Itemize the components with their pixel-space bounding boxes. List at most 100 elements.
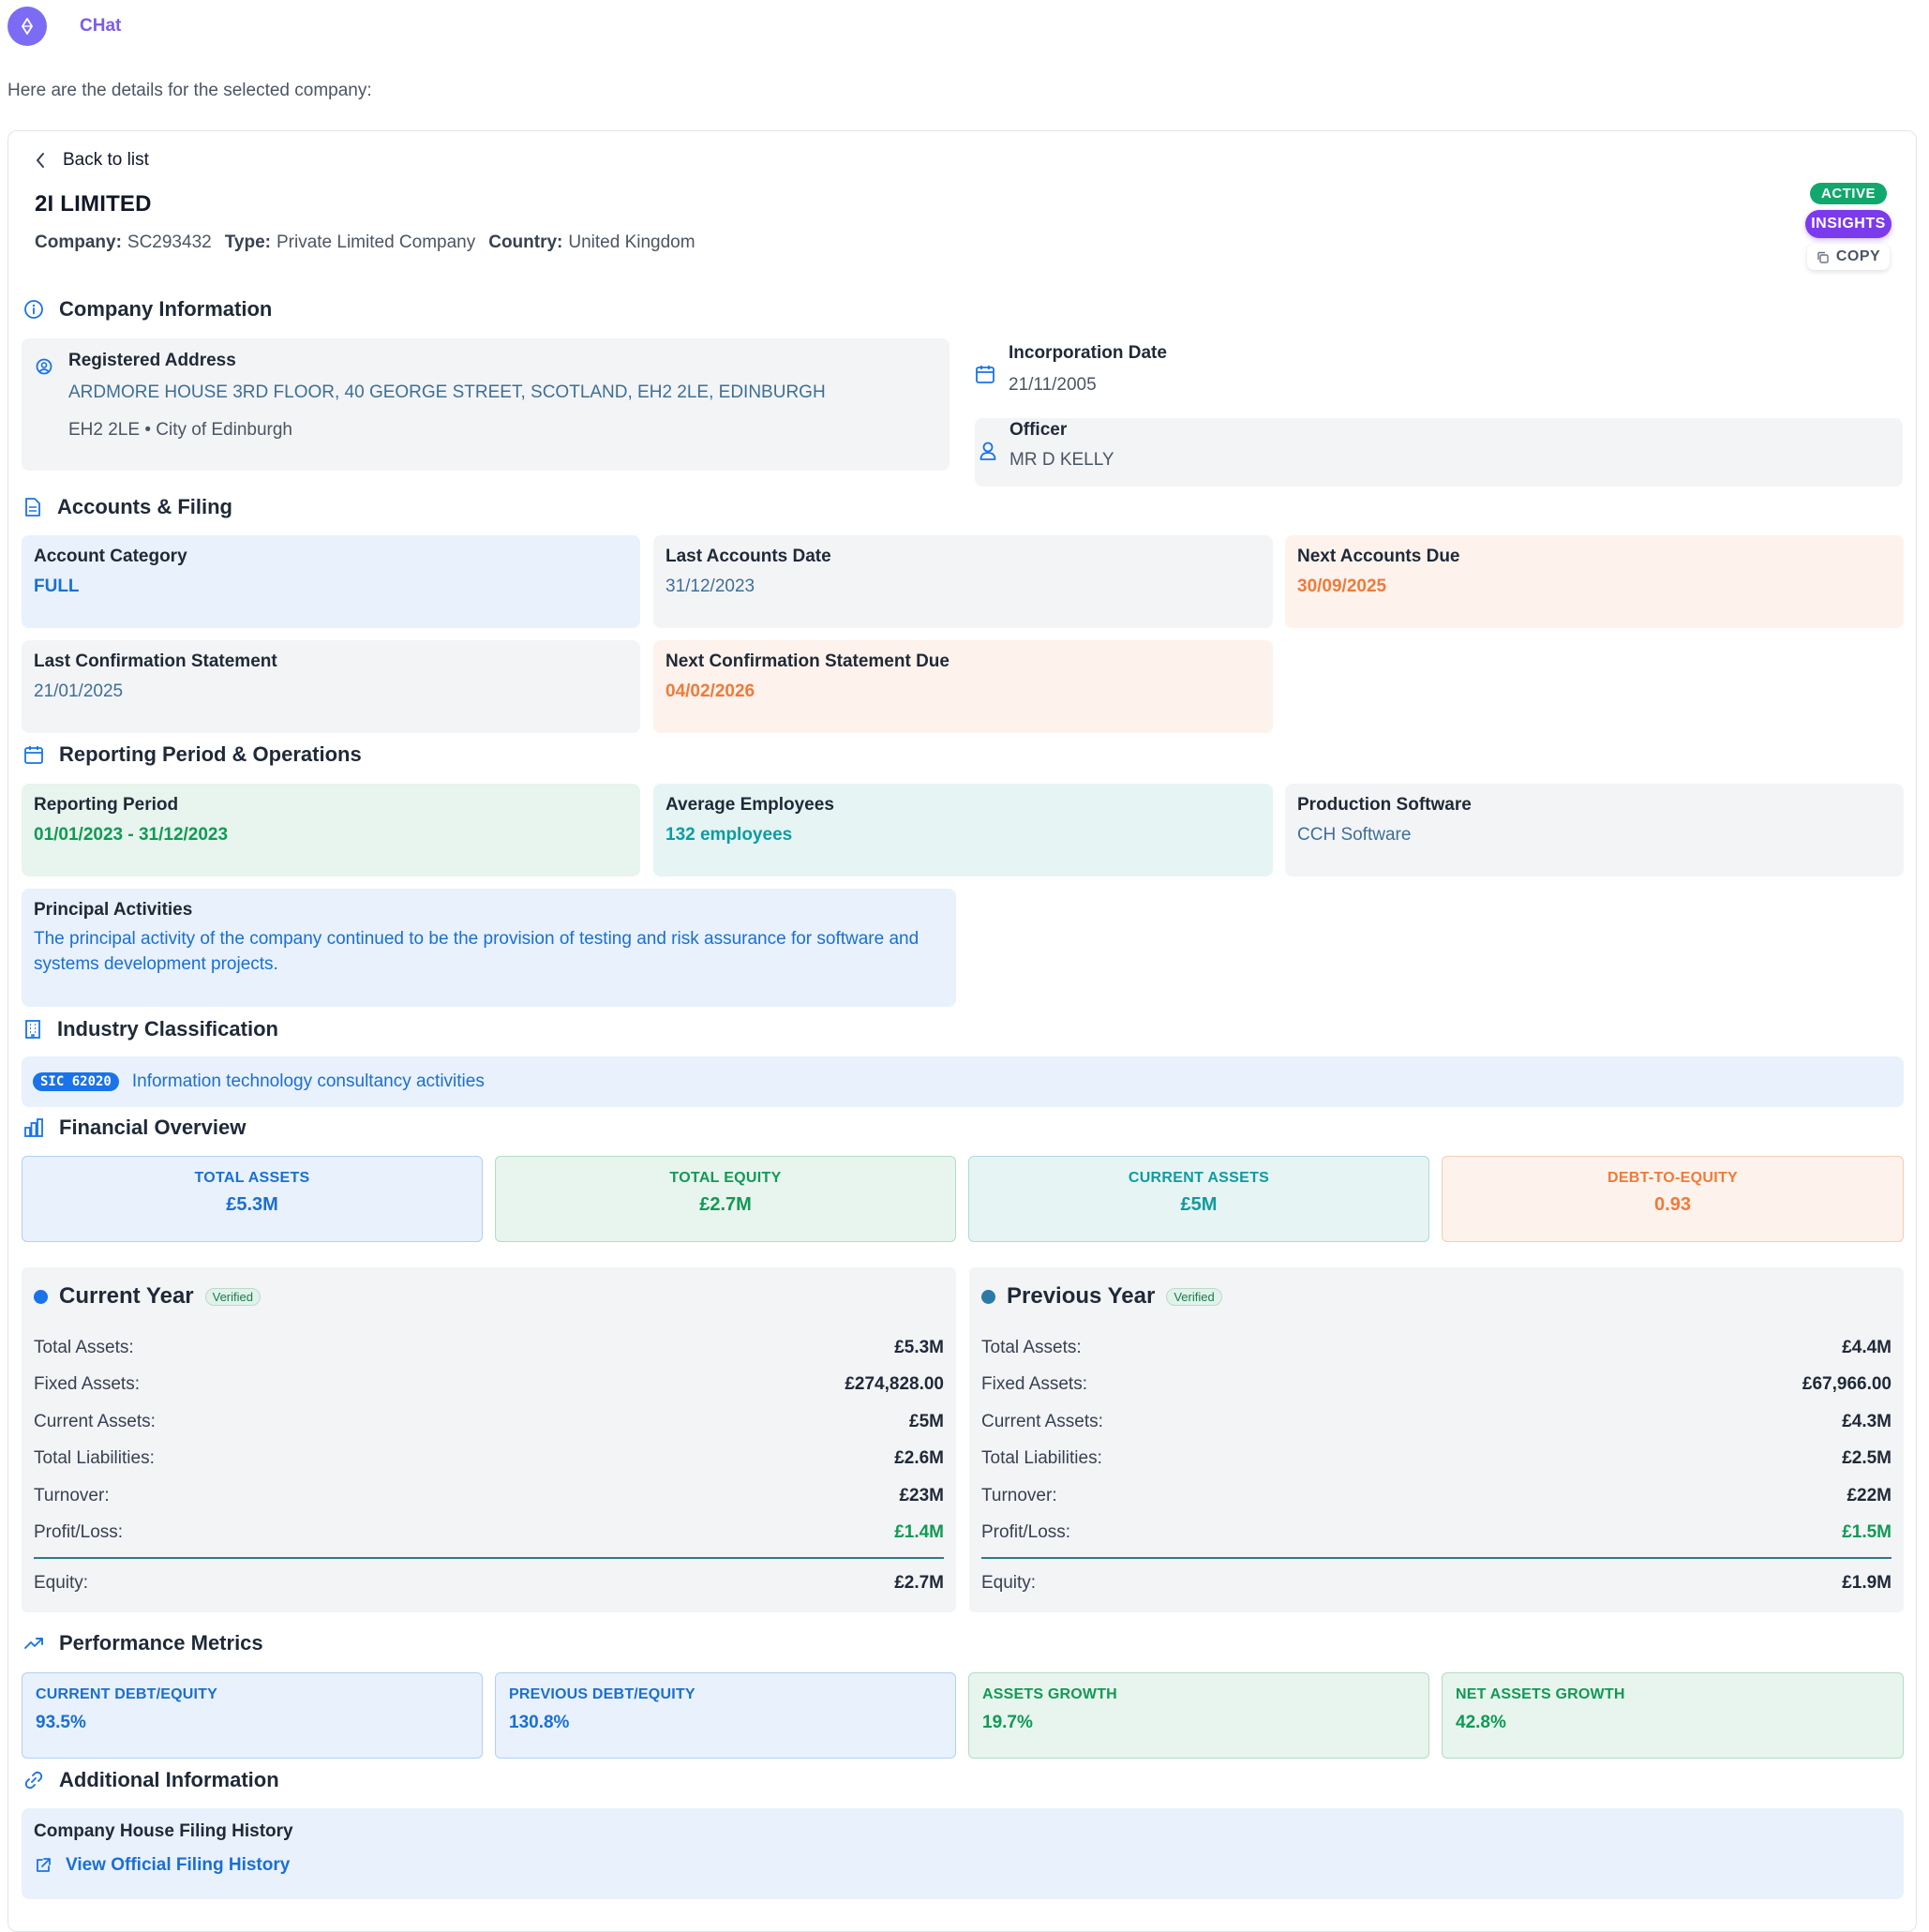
officer-label: Officer — [1009, 420, 1068, 440]
incorporation-label: Incorporation Date — [1009, 343, 1167, 363]
chat-header: CHat — [7, 5, 121, 48]
trending-up-icon — [24, 1638, 43, 1649]
incorporation-value: 21/11/2005 — [1009, 375, 1097, 395]
current-fixed-assets-row: Fixed Assets: £274,828.00 — [34, 1374, 944, 1395]
previous-profit-loss-row: Profit/Loss: £1.5M — [981, 1522, 1892, 1543]
filing-history-link[interactable]: View Official Filing History — [34, 1855, 1892, 1876]
next-confirmation-value: 04/02/2026 — [665, 681, 755, 701]
calendar-icon — [976, 366, 994, 383]
average-employees-box: Average Employees 132 employees — [653, 784, 1273, 876]
current-equity-row: Equity: £2.7M — [34, 1572, 944, 1593]
current-year-dot — [34, 1289, 48, 1304]
additional-heading: Additional Information — [23, 1764, 279, 1796]
incorporation-date: Incorporation Date 21/11/2005 — [975, 343, 1903, 399]
external-link-icon — [37, 1858, 51, 1872]
meta-type: Type: Private Limited Company — [224, 232, 476, 252]
stat-debt-to-equity: DEBT-TO-EQUITY 0.93 — [1442, 1156, 1904, 1242]
accounts-filing-heading: Accounts & Filing — [23, 491, 232, 523]
performance-heading: Performance Metrics — [23, 1627, 263, 1659]
registered-address-line1: ARDMORE HOUSE 3RD FLOOR, 40 GEORGE STREE… — [68, 382, 826, 402]
industry-box: SIC 62020 Information technology consult… — [22, 1056, 1904, 1107]
registered-address-label: Registered Address — [68, 351, 236, 370]
registered-address-box: Registered Address ARDMORE HOUSE 3RD FLO… — [22, 338, 950, 471]
copy-icon — [1817, 251, 1829, 263]
chevron-left-icon — [36, 153, 44, 168]
production-software-value: CCH Software — [1297, 825, 1412, 845]
metric-assets-growth: ASSETS GROWTH 19.7% — [968, 1672, 1429, 1759]
sic-badge: SIC 62020 — [33, 1072, 119, 1091]
next-confirmation-box: Next Confirmation Statement Due 04/02/20… — [653, 640, 1273, 733]
previous-year-title: Previous Year — [1007, 1283, 1156, 1309]
last-confirmation-value: 21/01/2025 — [34, 681, 124, 701]
previous-turnover-row: Turnover: £22M — [981, 1485, 1892, 1505]
current-total-assets-row: Total Assets: £5.3M — [34, 1337, 944, 1357]
reporting-heading: Reporting Period & Operations — [23, 739, 362, 771]
divider — [34, 1557, 944, 1559]
document-icon — [25, 498, 40, 517]
location-icon — [36, 358, 52, 375]
info-icon — [24, 300, 43, 319]
company-detail-card: Back to list 2I LIMITED Company: SC293432… — [7, 130, 1917, 1932]
last-confirmation-box: Last Confirmation Statement 21/01/2025 — [22, 640, 640, 733]
previous-current-assets-row: Current Assets: £4.3M — [981, 1411, 1892, 1431]
previous-fixed-assets-row: Fixed Assets: £67,966.00 — [981, 1374, 1892, 1395]
registered-address-line2: EH2 2LE • City of Edinburgh — [68, 420, 293, 440]
previous-year-dot — [981, 1289, 995, 1304]
industry-description: Information technology consultancy activ… — [131, 1071, 485, 1091]
reporting-period-value: 01/01/2023 - 31/12/2023 — [34, 825, 229, 845]
meta-company: Company: SC293432 — [35, 232, 212, 252]
filing-history-label: Company House Filing History — [34, 1821, 293, 1841]
filing-history-box: Company House Filing History View Offici… — [22, 1808, 1904, 1899]
badge-stack: ACTIVE INSIGHTS COPY — [1805, 183, 1892, 270]
link-icon — [24, 1771, 43, 1790]
current-total-liabilities-row: Total Liabilities: £2.6M — [34, 1448, 944, 1469]
metric-net-assets-growth: NET ASSETS GROWTH 42.8% — [1442, 1672, 1904, 1759]
current-turnover-row: Turnover: £23M — [34, 1485, 944, 1505]
back-to-list-button[interactable]: Back to list — [35, 146, 149, 174]
stat-total-assets: TOTAL ASSETS £5.3M — [22, 1156, 483, 1242]
company-name: 2I LIMITED — [35, 191, 152, 217]
verified-badge: Verified — [204, 1287, 261, 1306]
next-accounts-value: 30/09/2025 — [1297, 577, 1387, 596]
previous-total-assets-row: Total Assets: £4.4M — [981, 1337, 1892, 1357]
company-information-heading: Company Information — [23, 293, 272, 325]
gem-icon — [21, 18, 34, 35]
account-category-value: FULL — [34, 577, 80, 596]
verified-badge: Verified — [1166, 1287, 1222, 1306]
status-badge: ACTIVE — [1809, 183, 1887, 204]
copy-label: COPY — [1835, 248, 1881, 264]
stat-current-assets: CURRENT ASSETS £5M — [968, 1156, 1429, 1242]
intro-text: Here are the details for the selected co… — [7, 81, 372, 100]
previous-total-liabilities-row: Total Liabilities: £2.5M — [981, 1448, 1892, 1469]
calendar-icon — [24, 746, 43, 764]
last-accounts-value: 31/12/2023 — [665, 577, 755, 596]
stat-total-equity: TOTAL EQUITY £2.7M — [495, 1156, 956, 1242]
company-meta: Company: SC293432 Type: Private Limited Co… — [35, 232, 695, 253]
account-category-box: Account Category FULL — [22, 535, 640, 628]
principal-activities-box: Principal Activities The principal activ… — [22, 889, 956, 1007]
reporting-period-box: Reporting Period 01/01/2023 - 31/12/2023 — [22, 784, 640, 876]
last-accounts-box: Last Accounts Date 31/12/2023 — [653, 535, 1273, 628]
building-icon — [25, 1020, 40, 1039]
meta-country: Country: United Kingdom — [488, 232, 695, 252]
financial-overview-heading: Financial Overview — [23, 1112, 246, 1144]
officer-value: MR D KELLY — [1009, 450, 1114, 470]
industry-heading: Industry Classification — [23, 1013, 278, 1045]
production-software-box: Production Software CCH Software — [1285, 784, 1904, 876]
bar-chart-icon — [24, 1118, 43, 1137]
insights-button[interactable]: INSIGHTS — [1805, 210, 1892, 238]
copy-button[interactable]: COPY — [1806, 244, 1891, 270]
back-label: Back to list — [63, 150, 149, 170]
current-current-assets-row: Current Assets: £5M — [34, 1411, 944, 1431]
previous-equity-row: Equity: £1.9M — [981, 1572, 1892, 1593]
current-year-panel: Current Year Verified Total Assets: £5.3M… — [22, 1267, 956, 1612]
metric-current-debt-equity: CURRENT DEBT/EQUITY 93.5% — [22, 1672, 483, 1759]
assistant-avatar — [7, 7, 47, 46]
metric-previous-debt-equity: PREVIOUS DEBT/EQUITY 130.8% — [495, 1672, 956, 1759]
app-name: CHat — [80, 16, 122, 36]
average-employees-value: 132 employees — [665, 825, 793, 845]
officer-box: Officer MR D KELLY — [975, 418, 1903, 487]
current-profit-loss-row: Profit/Loss: £1.4M — [34, 1522, 944, 1543]
next-accounts-box: Next Accounts Due 30/09/2025 — [1285, 535, 1904, 628]
principal-activities-value: The principal activity of the company co… — [34, 929, 920, 974]
